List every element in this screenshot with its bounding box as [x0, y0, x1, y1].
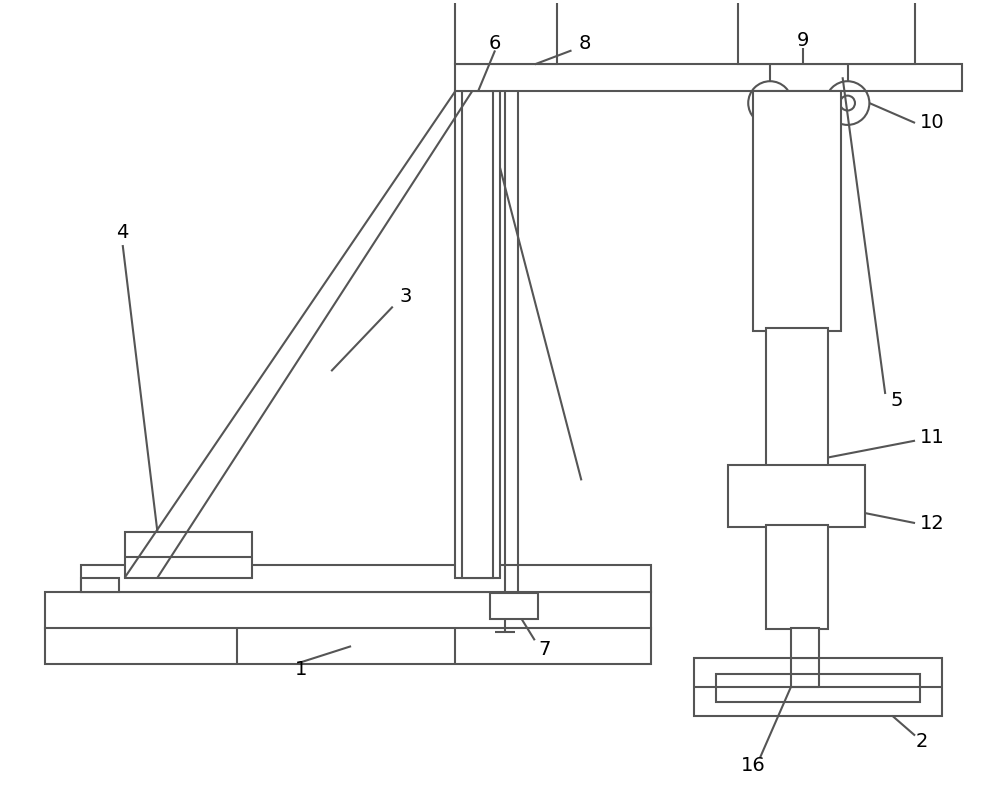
- Bar: [766, 329, 828, 468]
- Bar: [125, 532, 252, 578]
- Bar: [753, 91, 841, 332]
- Text: 3: 3: [399, 287, 412, 307]
- Text: 5: 5: [891, 391, 903, 410]
- Bar: [791, 628, 819, 658]
- Text: 2: 2: [916, 732, 928, 751]
- Text: 10: 10: [920, 113, 944, 132]
- Bar: [490, 593, 538, 619]
- Bar: [81, 578, 119, 592]
- Text: 6: 6: [489, 34, 501, 53]
- Bar: [45, 628, 651, 664]
- Text: 9: 9: [797, 31, 809, 50]
- Bar: [455, 64, 962, 91]
- Bar: [455, 0, 557, 64]
- Bar: [81, 565, 651, 592]
- Text: 1: 1: [295, 659, 308, 678]
- Bar: [766, 525, 828, 630]
- Bar: [455, 91, 500, 578]
- Text: 11: 11: [920, 428, 944, 447]
- Bar: [462, 91, 493, 578]
- Bar: [728, 465, 865, 527]
- Text: 7: 7: [538, 640, 551, 659]
- Bar: [45, 592, 651, 630]
- Bar: [716, 674, 920, 702]
- Text: 4: 4: [116, 222, 129, 241]
- Text: 8: 8: [578, 34, 591, 53]
- Bar: [738, 0, 915, 64]
- Text: 16: 16: [741, 756, 766, 775]
- Text: 12: 12: [920, 513, 944, 533]
- Bar: [694, 658, 942, 716]
